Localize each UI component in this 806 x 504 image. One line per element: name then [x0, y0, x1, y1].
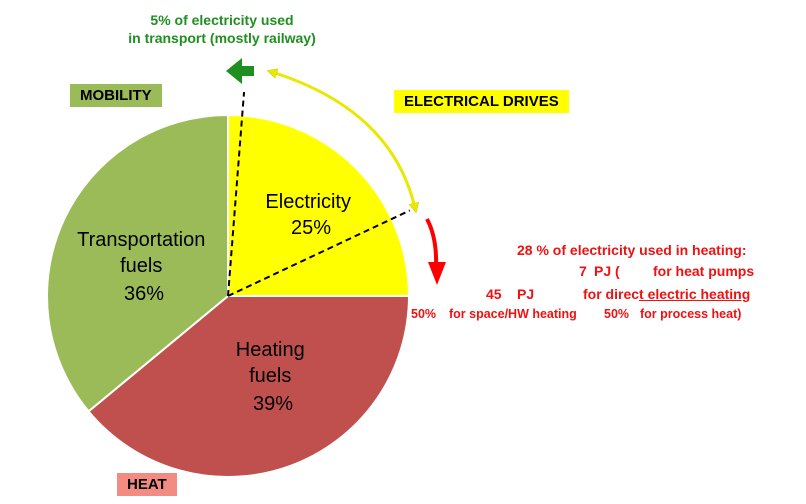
- transport-split-line: [227, 92, 246, 297]
- heat-pumps-unit: PJ (: [594, 263, 620, 279]
- heating-arrowhead-icon: [428, 262, 446, 285]
- slice-heating-label: Heating fuels 39%: [236, 339, 311, 415]
- electrical-drives-label: ELECTRICAL DRIVES: [394, 90, 569, 113]
- slice-transport-label: Transportation fuels 36%: [77, 229, 211, 305]
- heat-label: HEAT: [117, 473, 177, 496]
- pie-slice-heating-fuels: [87, 295, 411, 478]
- space-heating-text: for space/HW heating: [449, 307, 577, 321]
- heat-pumps-text: for heat pumps: [653, 263, 755, 279]
- slice-electricity-label: Electricity 25%: [265, 191, 356, 239]
- process-heat-pct: 50%: [604, 307, 630, 321]
- transport-arrow-icon: [226, 58, 254, 84]
- heat-pumps-value: 7: [579, 263, 587, 279]
- transport-note-line2: in transport (mostly railway): [128, 30, 316, 46]
- direct-heating-value: 45: [486, 286, 502, 302]
- transport-note: 5% of electricity used in transport (mos…: [112, 11, 332, 47]
- process-heat-text: for process heat): [640, 307, 742, 321]
- mobility-label: MOBILITY: [70, 84, 162, 107]
- electrical-drives-arrow: [272, 72, 415, 208]
- direct-heating-text: for direct electric heating: [583, 286, 750, 302]
- direct-heating-unit: PJ: [517, 286, 535, 302]
- space-heating-pct: 50%: [411, 307, 437, 321]
- heating-arrow-icon: [425, 218, 439, 267]
- pie-slice-transportation-fuels: [46, 113, 229, 413]
- direct-heating-text-b: t electric heating: [639, 286, 751, 302]
- transport-note-line1: 5% of electricity used: [150, 12, 294, 28]
- direct-heating-text-a: for direc: [583, 286, 640, 302]
- heating-split-line: [227, 209, 411, 297]
- heating-note-line1: 28 % of electricity used in heating:: [517, 242, 747, 258]
